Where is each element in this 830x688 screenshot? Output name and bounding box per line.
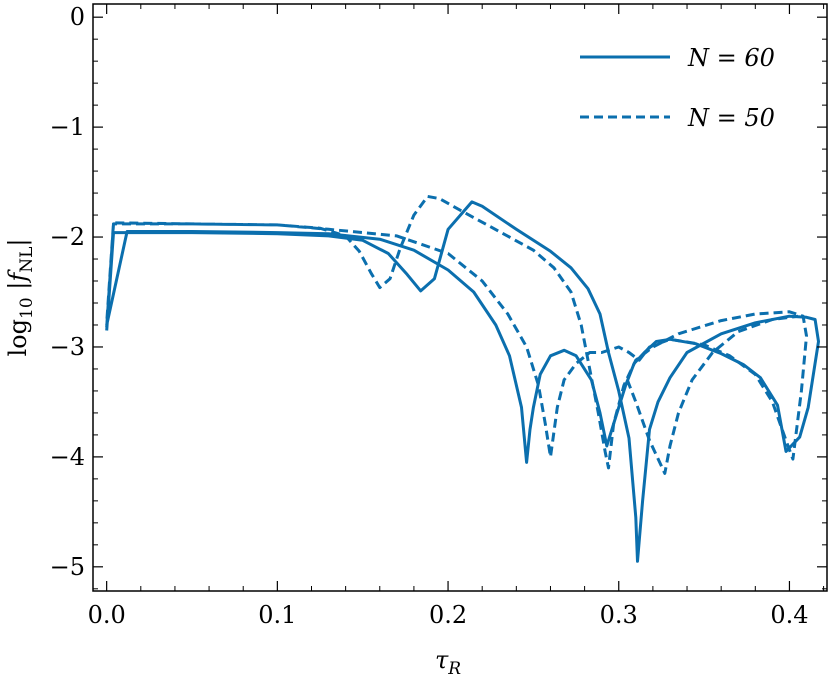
y-axis-label-nl: NL	[17, 247, 37, 273]
plot-frame	[92, 3, 828, 592]
x-tick-label: 0.3	[600, 601, 638, 629]
y-axis-label-base: 10	[17, 297, 37, 319]
x-axis-label: τR	[435, 646, 461, 679]
legend-label-n60: N = 60	[687, 44, 775, 72]
series-line-n50-branch-0	[105, 194, 808, 470]
x-axis-label-sub: R	[447, 659, 461, 679]
y-tick-label: −1	[50, 113, 85, 141]
x-tick-label: 0.1	[258, 601, 296, 629]
series-line-n50-branch-1	[625, 314, 799, 475]
y-tick-label: −4	[50, 443, 85, 471]
x-tick-label: 0.0	[88, 601, 126, 629]
y-tick-label: −2	[50, 223, 85, 251]
legend: N = 60 N = 50	[580, 44, 775, 132]
series-line-n60-branch-0	[105, 200, 820, 563]
y-axis-label-abs-close: |	[4, 238, 33, 246]
ticks-layer: 0.0 0.1 0.2 0.3 0.4 0 −1 −2 −3 −4 −5	[50, 3, 827, 629]
x-tick-label: 0.2	[429, 601, 467, 629]
y-tick-label: −5	[50, 553, 85, 581]
x-axis-label-main: τ	[435, 646, 449, 674]
y-axis-label: log10 |fNL|	[4, 238, 37, 356]
y-axis-label-abs: |	[4, 282, 33, 298]
series-layer	[105, 194, 820, 563]
y-tick-label: −3	[50, 333, 85, 361]
y-tick-label: 0	[70, 3, 85, 31]
y-axis-label-log: log	[4, 319, 32, 357]
x-tick-label: 0.4	[770, 601, 808, 629]
legend-label-n50: N = 50	[687, 104, 775, 132]
